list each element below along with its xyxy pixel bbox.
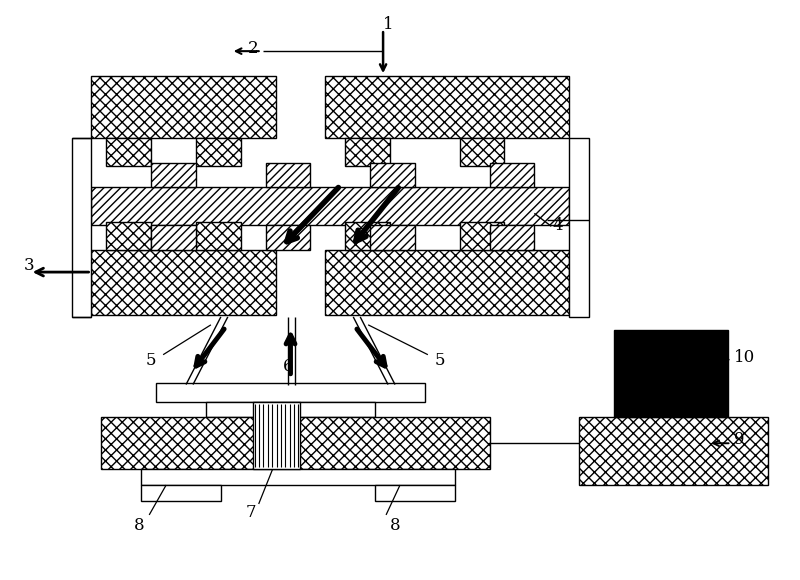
Bar (196, 137, 241, 166)
Bar (490, 162, 534, 187)
Text: 4: 4 (552, 217, 563, 234)
Bar (156, 383, 425, 403)
Bar (460, 137, 505, 166)
Bar (346, 137, 390, 166)
Bar (614, 330, 729, 418)
Bar (71, 137, 91, 317)
Bar (375, 485, 454, 501)
Bar (106, 222, 151, 250)
Bar (102, 418, 490, 469)
Bar (326, 76, 569, 137)
Bar (266, 225, 310, 250)
Bar (370, 162, 415, 187)
Text: 5: 5 (146, 351, 157, 369)
Text: 1: 1 (382, 16, 394, 33)
Text: 9: 9 (734, 431, 745, 448)
Bar (266, 162, 310, 187)
Bar (91, 187, 569, 225)
Bar (569, 137, 589, 317)
Bar (490, 225, 534, 250)
Text: 8: 8 (134, 517, 145, 534)
Text: 6: 6 (283, 358, 294, 375)
Bar (106, 137, 151, 166)
Text: 10: 10 (734, 349, 756, 366)
Text: 7: 7 (246, 504, 256, 521)
Bar (346, 222, 390, 250)
Text: 2: 2 (248, 39, 258, 57)
Bar (151, 225, 196, 250)
Text: 3: 3 (24, 256, 34, 274)
Text: 8: 8 (390, 517, 400, 534)
Bar (326, 250, 569, 315)
Bar (91, 250, 275, 315)
Bar (196, 222, 241, 250)
Bar (91, 76, 275, 137)
Bar (370, 225, 415, 250)
Text: 5: 5 (434, 351, 445, 369)
Bar (151, 162, 196, 187)
Bar (142, 485, 221, 501)
Bar (142, 469, 454, 485)
Bar (579, 418, 768, 485)
Bar (253, 403, 301, 469)
Bar (460, 222, 505, 250)
Bar (206, 403, 375, 418)
